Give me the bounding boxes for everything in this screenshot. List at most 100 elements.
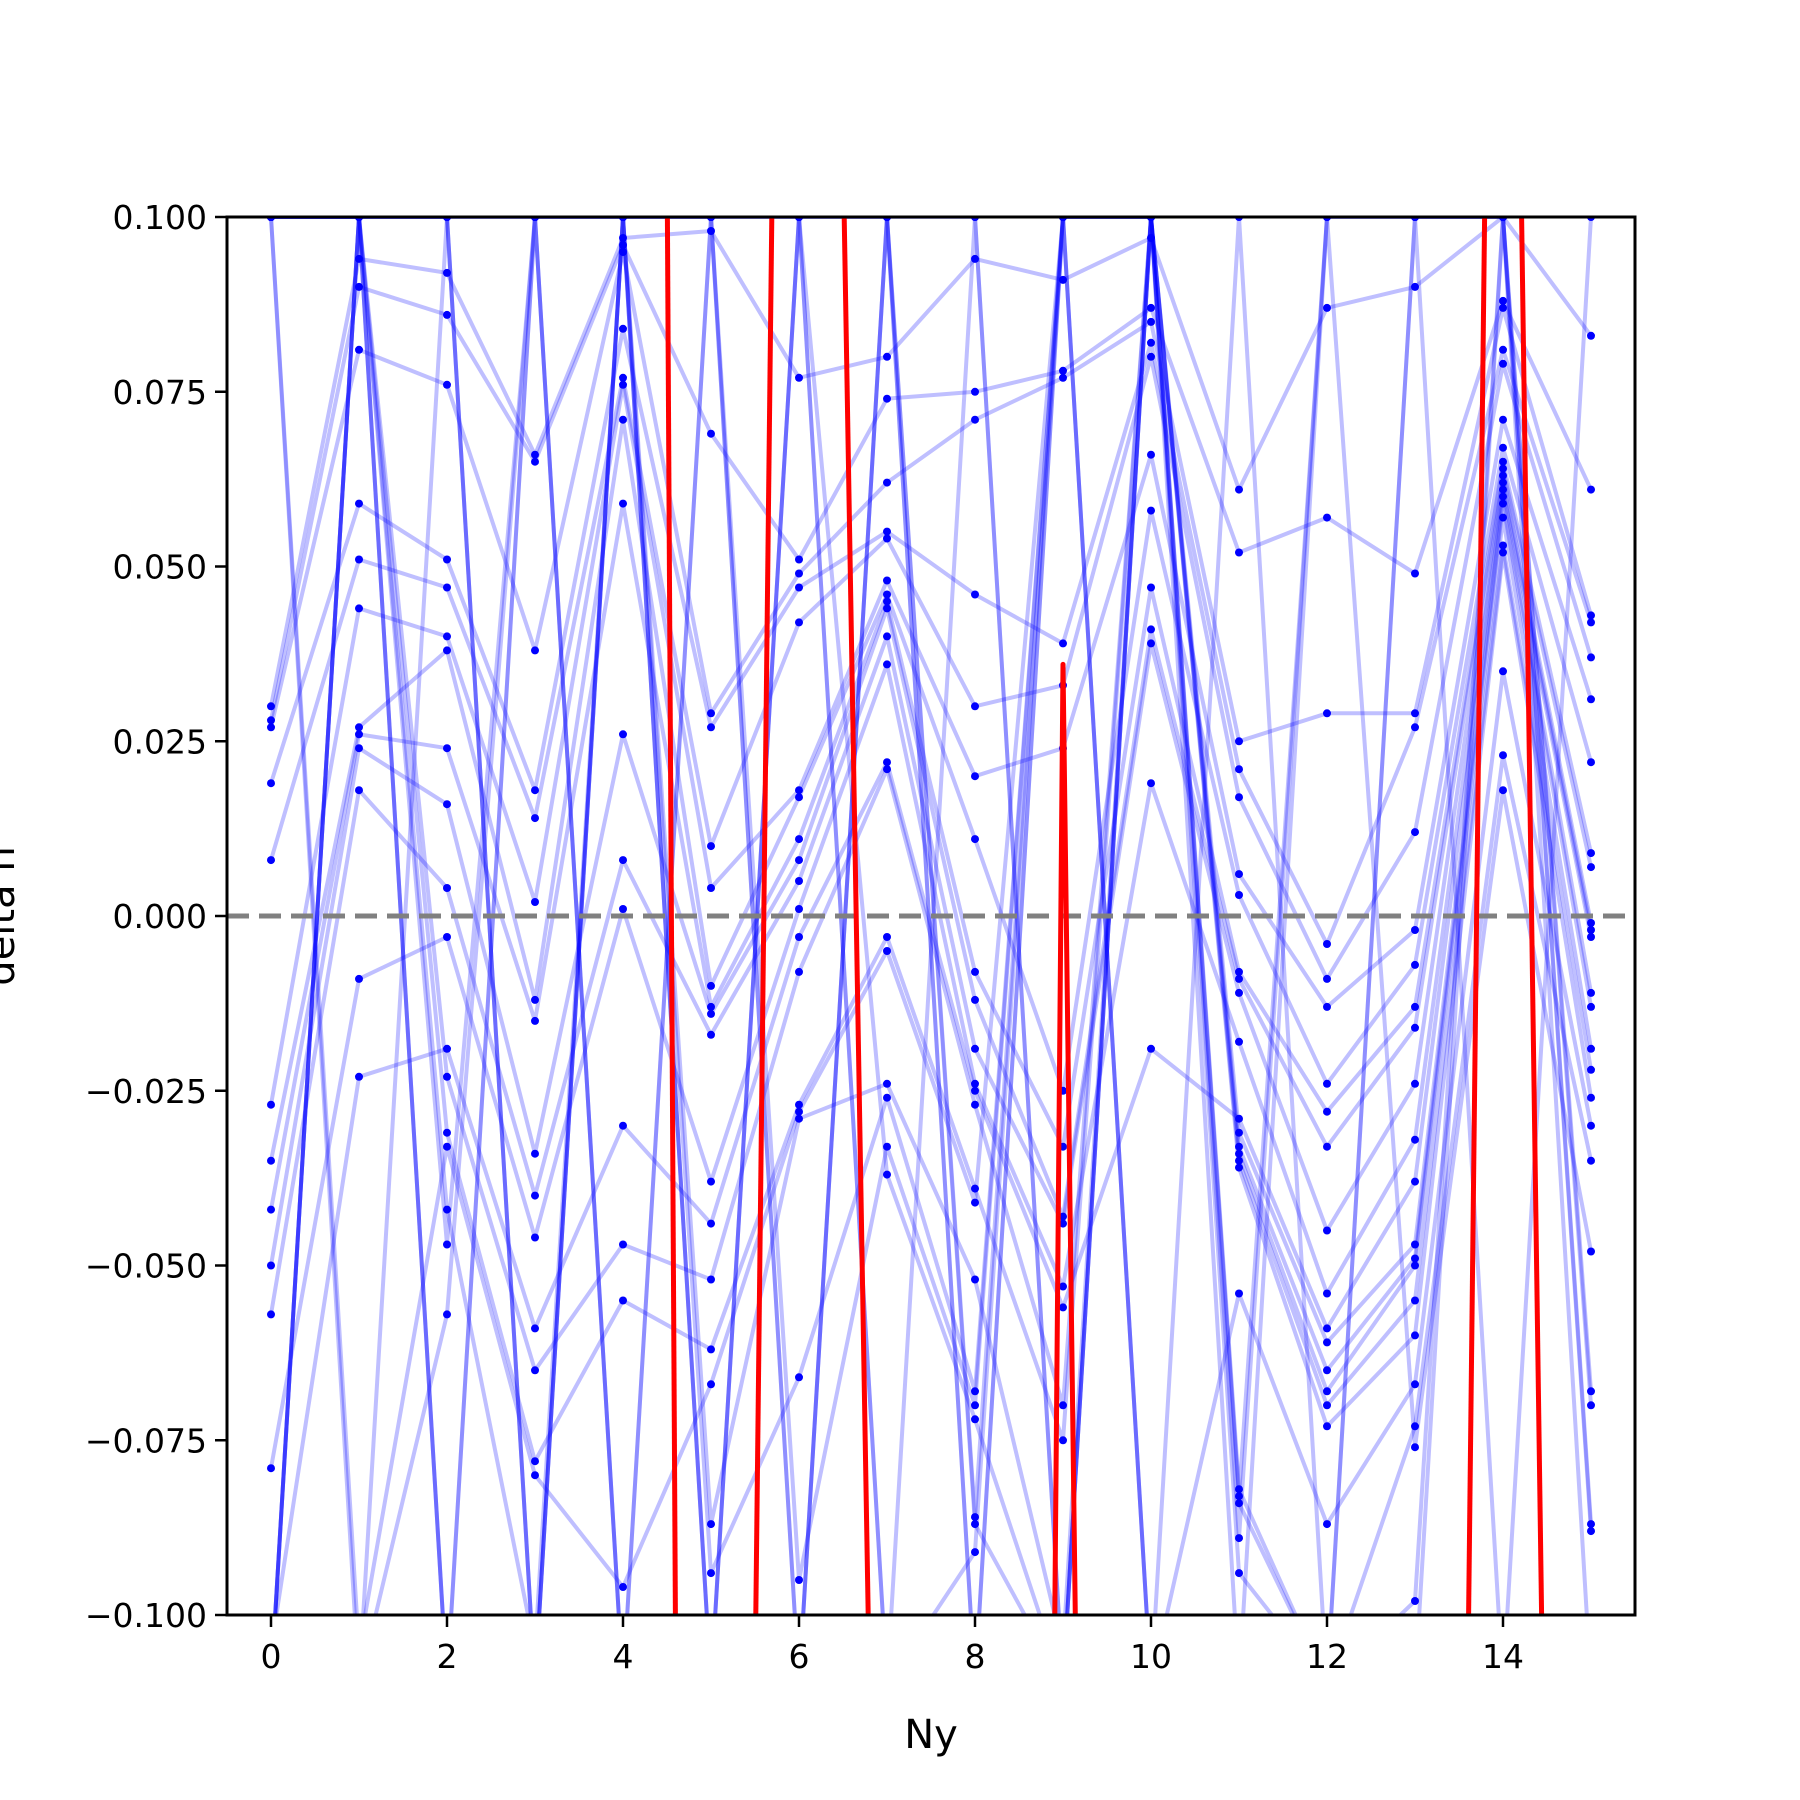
trajectory-point-5-1 <box>355 604 363 613</box>
trajectory-line-13 <box>271 217 1593 1464</box>
trajectory-point-10-1 <box>355 974 363 983</box>
trajectory-point-4-10 <box>1147 352 1155 361</box>
trajectory-point-15-8 <box>971 1275 979 1284</box>
trajectory-point-18-15 <box>1587 1156 1595 1165</box>
trajectory-point-10-4 <box>619 905 627 913</box>
trajectory-point-19-15 <box>1587 1247 1595 1256</box>
trajectory-point-2-9 <box>1059 373 1067 382</box>
trajectory-point-15-14 <box>1499 541 1507 550</box>
trajectory-point-6-11 <box>1235 891 1243 899</box>
trajectory-line-10 <box>269 480 1593 1469</box>
trajectory-point-17-11 <box>1235 1289 1243 1298</box>
trajectory-point-13-14 <box>1499 499 1507 508</box>
trajectory-point-7-0 <box>267 1205 275 1214</box>
trajectory-point-2-1 <box>355 345 363 354</box>
trajectory-point-11-4 <box>619 1121 627 1130</box>
trajectory-point-10-13 <box>1411 1135 1419 1144</box>
trajectory-point-0-9 <box>1059 275 1067 284</box>
trajectory-point-16-11 <box>1235 1163 1243 1172</box>
trajectory-point-12-8 <box>971 1100 979 1109</box>
trajectory-point-11-5 <box>707 1219 715 1228</box>
trajectory-point-1-8 <box>971 387 979 396</box>
trajectory-point-9-6 <box>795 877 803 885</box>
trajectory-point-17-15 <box>1587 1121 1595 1130</box>
trajectory-point-0-5 <box>707 227 715 235</box>
trajectory-line-1 <box>269 243 1593 721</box>
trajectory-point-18-8 <box>971 1415 979 1424</box>
trajectory-point-1-1 <box>355 282 363 291</box>
trajectory-point-0-6 <box>795 373 803 382</box>
trajectory-point-5-11 <box>1235 870 1243 879</box>
trajectory-point-14-15 <box>1587 1044 1595 1053</box>
trajectory-point-12-15 <box>1587 988 1595 997</box>
trajectory-point-3-10 <box>1147 338 1155 347</box>
trajectory-point-4-15 <box>1587 653 1595 662</box>
trajectory-point-10-7 <box>883 660 891 669</box>
trajectory-point-2-3 <box>531 646 539 655</box>
trajectory-point-8-7 <box>883 604 891 613</box>
trajectory-point-4-0 <box>267 856 275 865</box>
trajectory-point-8-13 <box>1411 1023 1419 1032</box>
trajectory-point-22-11 <box>1235 1569 1243 1578</box>
trajectory-point-11-11 <box>1235 1114 1243 1123</box>
trajectory-point-1-9 <box>1059 366 1067 375</box>
trajectory-point-20-8 <box>971 1520 979 1529</box>
y-tick-label: 0.075 <box>113 373 207 412</box>
trajectory-point-10-12 <box>1323 1289 1331 1298</box>
trajectory-point-3-8 <box>971 590 979 599</box>
y-tick-label: −0.025 <box>85 1072 207 1111</box>
trajectory-point-2-8 <box>971 415 979 424</box>
trajectory-point-2-2 <box>443 380 451 389</box>
trajectory-point-11-2 <box>443 1044 451 1053</box>
trajectory-point-3-7 <box>883 527 891 536</box>
trajectory-point-10-10 <box>1147 779 1155 788</box>
trajectory-line-21 <box>273 217 1593 1615</box>
trajectory-point-13-8 <box>971 1184 979 1193</box>
trajectory-point-4-6 <box>795 618 803 627</box>
trajectory-point-16-5 <box>707 1569 715 1578</box>
trajectory-point-3-13 <box>1411 723 1419 732</box>
trajectory-point-14-6 <box>795 1107 803 1116</box>
trajectory-point-14-7 <box>883 947 891 955</box>
trajectory-point-14-8 <box>971 1198 979 1207</box>
trajectory-point-3-2 <box>443 555 451 564</box>
trajectory-point-20-13 <box>1411 1597 1419 1605</box>
highlight-line-2 <box>841 217 871 1615</box>
trajectory-point-6-12 <box>1323 1079 1331 1088</box>
trajectory-point-13-15 <box>1587 1002 1595 1011</box>
trajectory-point-4-12 <box>1323 974 1331 983</box>
trajectory-point-12-13 <box>1411 1240 1419 1249</box>
trajectory-point-15-6 <box>795 1114 803 1123</box>
y-tick-label: −0.050 <box>85 1247 207 1286</box>
trajectory-point-12-5 <box>707 1275 715 1284</box>
trajectory-point-5-3 <box>531 898 539 906</box>
trajectory-point-5-14 <box>1499 415 1507 424</box>
trajectory-point-12-11 <box>1235 1128 1243 1137</box>
y-axis-label: delta n <box>0 846 24 985</box>
trajectory-line-17 <box>269 217 1593 1615</box>
trajectory-point-12-2 <box>443 1072 451 1081</box>
trajectory-point-10-3 <box>531 1233 539 1242</box>
trajectory-point-3-1 <box>355 499 363 508</box>
trajectory-point-8-4 <box>619 730 627 739</box>
trajectory-point-13-3 <box>531 1457 539 1466</box>
trajectory-point-6-7 <box>883 590 891 599</box>
trajectory-point-3-5 <box>707 723 715 732</box>
trajectory-point-17-12 <box>1323 1520 1331 1529</box>
trajectory-line-23 <box>361 217 1593 1615</box>
x-tick-label: 4 <box>613 1637 634 1676</box>
trajectory-point-9-7 <box>883 632 891 641</box>
y-axis-ticks: 0.100 0.075 0.050 0.025 0.000 −0.025 −0.050 −0.… <box>85 198 227 1635</box>
trajectory-point-9-9 <box>1059 1219 1067 1228</box>
trajectory-point-21-15 <box>1587 1401 1595 1410</box>
trajectory-point-7-15 <box>1587 849 1595 858</box>
trajectory-point-11-8 <box>971 1086 979 1095</box>
trajectory-point-4-11 <box>1235 793 1243 802</box>
trajectory-point-9-8 <box>971 1044 979 1053</box>
trajectory-line-2 <box>269 250 1593 744</box>
trajectory-point-0-0 <box>267 702 275 711</box>
trajectory-point-6-4 <box>619 415 627 424</box>
trajectory-point-17-8 <box>971 1401 979 1410</box>
trajectory-point-8-9 <box>1059 1212 1067 1221</box>
